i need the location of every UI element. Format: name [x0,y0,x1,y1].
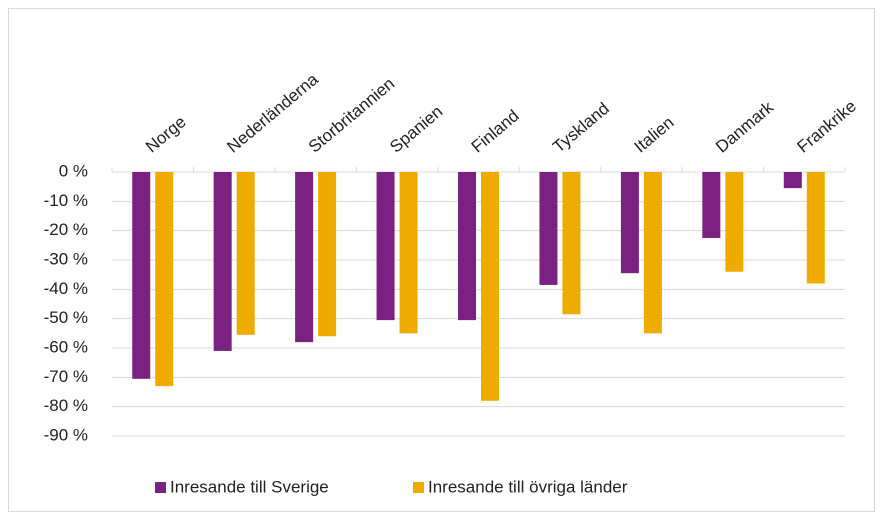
y-tick-label: -50 % [44,308,88,327]
y-tick-label: -20 % [44,220,88,239]
legend-label: Inresande till övriga länder [428,477,628,496]
bar [783,172,802,189]
bar [236,172,255,335]
bar [458,172,476,321]
bar [702,172,721,238]
y-tick-label: -60 % [44,337,88,356]
bar [806,172,825,284]
legend-swatch [155,482,166,493]
bar [562,172,581,315]
bar [643,172,662,334]
y-tick-label: -30 % [44,249,88,268]
bar [539,172,558,285]
y-tick-label: -10 % [44,191,88,210]
bar [132,172,151,379]
bar [620,172,639,274]
bar [725,172,744,272]
y-tick-label: -90 % [44,425,88,444]
y-tick-label: -40 % [44,279,88,298]
bar [295,172,314,343]
bar [399,172,418,334]
y-tick-label: -80 % [44,396,88,415]
y-tick-label: -70 % [44,367,88,386]
bar [481,172,499,401]
legend-swatch [413,482,424,493]
y-tick-label: 0 % [59,161,88,180]
bar [318,172,337,337]
bar [213,172,232,351]
legend-label: Inresande till Sverige [170,477,329,496]
bar [155,172,174,387]
bar [376,172,395,321]
